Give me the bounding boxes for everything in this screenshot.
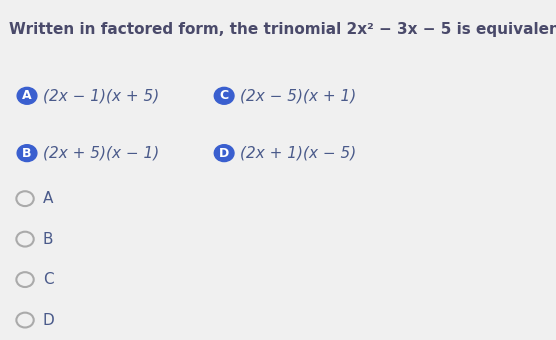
Text: D: D xyxy=(219,147,229,160)
Text: (2x − 5)(x + 1): (2x − 5)(x + 1) xyxy=(240,88,356,103)
Text: B: B xyxy=(43,232,53,246)
Text: (2x − 1)(x + 5): (2x − 1)(x + 5) xyxy=(43,88,159,103)
Circle shape xyxy=(17,87,37,104)
Circle shape xyxy=(214,145,234,162)
Circle shape xyxy=(17,145,37,162)
Text: C: C xyxy=(43,272,53,287)
Text: (2x + 1)(x − 5): (2x + 1)(x − 5) xyxy=(240,146,356,160)
Text: A: A xyxy=(43,191,53,206)
Text: (2x + 5)(x − 1): (2x + 5)(x − 1) xyxy=(43,146,159,160)
Circle shape xyxy=(214,87,234,104)
Text: C: C xyxy=(220,89,229,102)
Text: D: D xyxy=(43,312,54,327)
Text: Written in factored form, the trinomial 2x² − 3x − 5 is equivalent to: Written in factored form, the trinomial … xyxy=(9,22,556,37)
Text: A: A xyxy=(22,89,32,102)
Text: B: B xyxy=(22,147,32,160)
